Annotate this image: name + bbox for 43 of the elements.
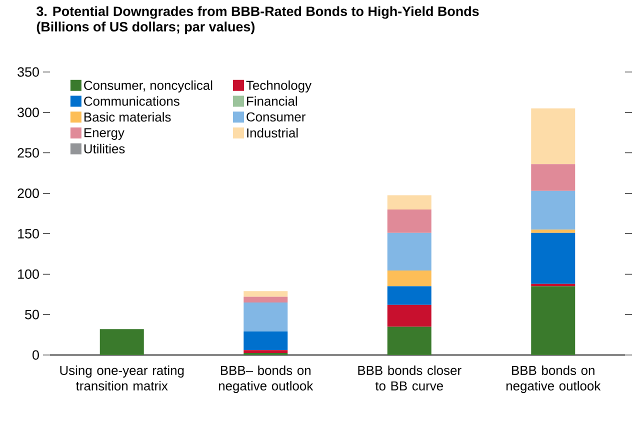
bar <box>244 350 288 353</box>
bar <box>244 302 288 332</box>
legend-label: Consumer, noncyclical <box>84 80 212 92</box>
legend-label: Consumer <box>246 112 306 122</box>
bar <box>100 329 144 355</box>
legend-label: Financial <box>247 96 297 106</box>
y-tick-label: 50 <box>25 310 39 320</box>
x-tick-label: BBB– bonds on negative outlook <box>218 366 314 394</box>
bar <box>531 232 576 284</box>
y-tick-label: 150 <box>18 228 39 238</box>
bar <box>531 230 576 233</box>
legend-label: Industrial <box>247 128 298 138</box>
bar <box>387 270 432 286</box>
bar <box>387 209 432 233</box>
bar <box>531 164 576 191</box>
y-tick-label: 350 <box>18 67 39 77</box>
bar <box>387 304 432 327</box>
bar <box>387 286 432 305</box>
bar <box>531 190 576 230</box>
x-tick-label: BBB bonds closer to BB curve <box>358 366 462 390</box>
bar <box>244 296 288 302</box>
chart-subtitle: (Billions of US dollars; par values) <box>36 22 255 34</box>
bar <box>531 284 576 286</box>
chart-title: 3. Potential Downgrades from BBB-Rated Bonds to High-Yield Bonds <box>36 6 479 19</box>
y-tick-label: 0 <box>32 350 39 360</box>
legend-label: Basic materials <box>84 112 171 122</box>
y-tick-label: 200 <box>18 188 39 198</box>
y-tick-label: 250 <box>18 148 39 158</box>
bar <box>244 291 288 297</box>
bar <box>531 286 576 355</box>
bar <box>387 195 432 210</box>
y-tick-label: 300 <box>18 108 39 118</box>
x-tick-label: BBB bonds on negative outlook <box>506 366 601 394</box>
y-tick-label: 100 <box>18 269 39 279</box>
bar <box>387 326 432 355</box>
legend-label: Technology <box>246 80 312 92</box>
x-tick-label: Using one-year rating transition matrix <box>60 366 184 390</box>
bar <box>387 232 432 271</box>
bar <box>244 332 288 350</box>
bar <box>531 108 576 164</box>
legend-label: Communications <box>84 96 180 106</box>
legend-label: Utilities <box>84 144 125 154</box>
legend-label: Energy <box>84 128 124 140</box>
